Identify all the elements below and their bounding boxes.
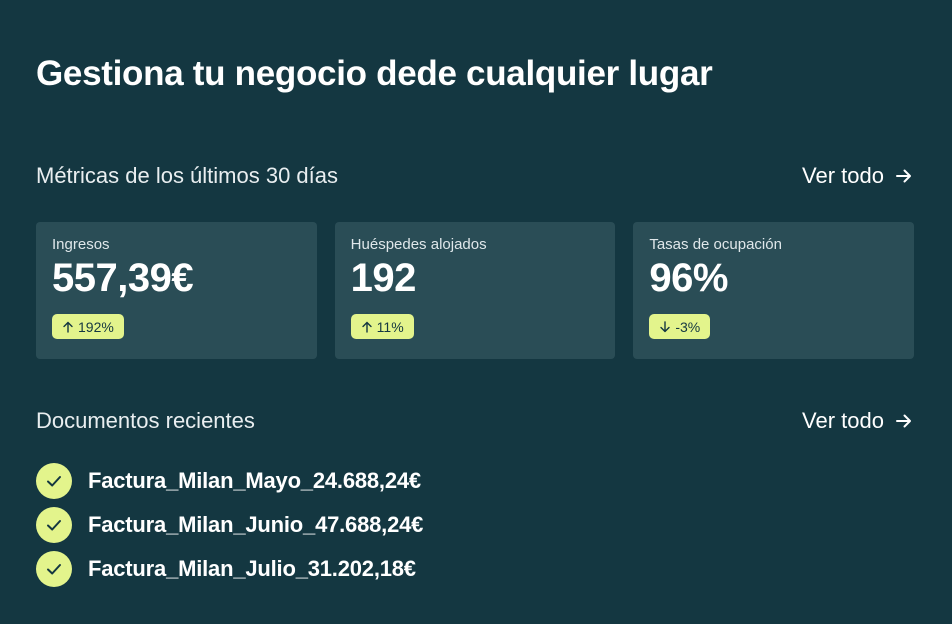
documents-see-all-label: Ver todo [802,408,884,433]
check-icon [36,507,72,543]
change-badge: 192% [52,314,124,339]
metrics-see-all-label: Ver todo [802,163,884,188]
metrics-see-all-link[interactable]: Ver todo [802,163,914,189]
metric-label: Huéspedes alojados [350,236,487,253]
metric-label: Ingresos [52,236,110,253]
document-link[interactable]: Factura_Milan_Julio_31.202,18€ [88,556,416,581]
metric-value: 557,39€ [52,256,194,300]
arrow-right-icon [896,414,911,428]
document-link[interactable]: Factura_Milan_Junio_47.688,24€ [88,512,424,537]
metrics-section-header: Métricas de los últimos 30 días Ver todo [36,160,914,192]
change-value: 192% [78,318,114,335]
metric-card-revenue: Ingresos 557,39€ 192% [36,222,317,359]
list-item: Factura_Milan_Julio_31.202,18€ [36,547,423,591]
metrics-section-title: Métricas de los últimos 30 días [36,163,339,188]
change-value: 11% [376,318,404,335]
metric-card-guests: Huéspedes alojados 192 11% [334,222,616,359]
change-badge: -3% [649,314,711,339]
documents-list: Factura_Milan_Mayo_24.688,24€ Factura_Mi… [36,459,423,591]
page-title: Gestiona tu negocio dede cualquier lugar [36,54,713,93]
documents-section-title: Documentos recientes [36,408,255,433]
arrow-up-icon [361,321,372,333]
change-badge: 11% [350,314,414,339]
arrow-up-icon [63,321,73,333]
check-icon [36,551,72,587]
change-value: -3% [675,318,701,335]
arrow-down-icon [660,320,671,332]
list-item: Factura_Milan_Mayo_24.688,24€ [36,459,423,503]
metric-value: 96% [649,256,728,300]
list-item: Factura_Milan_Junio_47.688,24€ [36,503,423,547]
metric-card-occupancy: Tasas de ocupación 96% -3% [633,222,915,359]
documents-section-header: Documentos recientes Ver todo [36,405,914,437]
check-icon [36,463,72,499]
document-link[interactable]: Factura_Milan_Mayo_24.688,24€ [88,468,421,493]
arrow-right-icon [896,169,911,183]
metrics-cards: Ingresos 557,39€ 192% Huéspedes alojados… [36,222,915,359]
metric-value: 192 [350,256,417,300]
metric-label: Tasas de ocupación [649,236,782,253]
documents-see-all-link[interactable]: Ver todo [802,408,914,434]
